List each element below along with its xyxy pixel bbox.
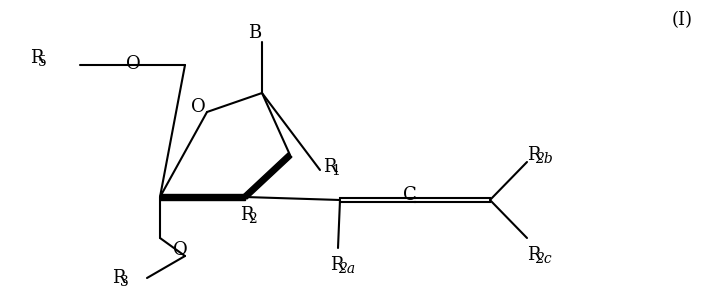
Text: C: C [403,186,417,204]
Text: R: R [527,146,541,164]
Text: 2b: 2b [535,152,553,166]
Text: R: R [112,269,126,287]
Text: 2c: 2c [535,252,551,266]
Text: 1: 1 [331,164,340,178]
Text: B: B [248,24,262,42]
Text: R: R [240,206,254,224]
Text: 5: 5 [38,55,47,69]
Text: 2: 2 [248,212,257,226]
Text: 3: 3 [120,275,129,289]
Text: R: R [323,158,336,176]
Polygon shape [243,153,292,199]
Text: 2a: 2a [338,262,355,276]
Text: O: O [173,241,188,259]
Text: O: O [126,55,140,73]
Text: R: R [30,49,44,67]
Polygon shape [160,194,245,200]
Text: O: O [191,98,206,116]
Text: (I): (I) [672,11,693,29]
Text: R: R [330,256,344,274]
Text: R: R [527,246,541,264]
